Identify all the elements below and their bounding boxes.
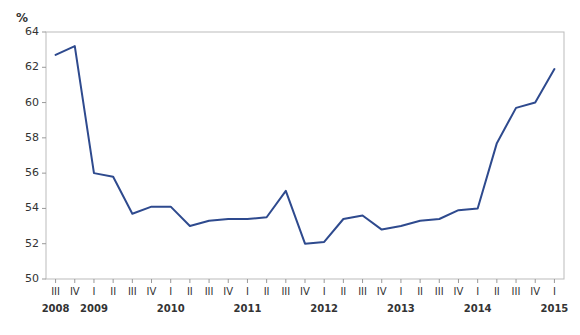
x-tick — [420, 279, 421, 283]
y-tick-label: 60 — [25, 96, 39, 109]
x-tick — [247, 279, 248, 283]
x-tick-label: III — [281, 286, 290, 297]
y-tick-label: 58 — [25, 131, 39, 144]
y-axis-label: % — [16, 11, 28, 25]
x-tick-label: II — [340, 286, 346, 297]
year-label: 2014 — [464, 303, 492, 314]
x-tick-label: II — [264, 286, 270, 297]
x-tick — [362, 279, 363, 283]
y-tick-label: 50 — [25, 272, 39, 285]
x-tick-label: IV — [147, 286, 157, 297]
x-tick-label: I — [323, 286, 326, 297]
x-tick-label: I — [399, 286, 402, 297]
x-tick-label: III — [358, 286, 367, 297]
x-tick — [324, 279, 325, 283]
x-tick — [400, 279, 401, 283]
year-label: 2015 — [540, 303, 568, 314]
x-tick — [554, 279, 555, 283]
x-tick-label: III — [435, 286, 444, 297]
x-tick-label: IV — [70, 286, 80, 297]
y-tick-label: 64 — [25, 25, 39, 38]
x-tick — [151, 279, 152, 283]
x-tick-label: I — [169, 286, 172, 297]
x-tick-label: I — [553, 286, 556, 297]
x-tick-label: II — [187, 286, 193, 297]
plot-frame — [46, 32, 564, 279]
x-tick — [266, 279, 267, 283]
x-tick — [189, 279, 190, 283]
y-tick — [42, 32, 46, 33]
x-tick-label: III — [512, 286, 521, 297]
x-tick-label: II — [417, 286, 423, 297]
x-tick — [209, 279, 210, 283]
x-tick-label: I — [476, 286, 479, 297]
year-label: 2013 — [387, 303, 415, 314]
y-tick-label: 54 — [25, 201, 39, 214]
x-tick — [285, 279, 286, 283]
x-tick-label: IV — [454, 286, 464, 297]
x-tick-label: II — [494, 286, 500, 297]
x-tick — [132, 279, 133, 283]
chart: 5052545658606264IIIIVIIIIIIIVIIIIIIIVIII… — [0, 0, 580, 335]
x-tick-label: I — [92, 286, 95, 297]
x-tick — [458, 279, 459, 283]
y-tick — [42, 137, 46, 138]
x-tick-label: I — [246, 286, 249, 297]
y-tick-label: 56 — [25, 166, 39, 179]
x-tick-label: IV — [530, 286, 540, 297]
x-tick — [381, 279, 382, 283]
year-label: 2011 — [234, 303, 262, 314]
y-tick — [42, 279, 46, 280]
x-tick — [170, 279, 171, 283]
x-tick — [477, 279, 478, 283]
x-tick — [113, 279, 114, 283]
chart-container: 5052545658606264IIIIVIIIIIIIVIIIIIIIVIII… — [0, 0, 580, 335]
y-tick-label: 62 — [25, 60, 39, 73]
x-tick — [228, 279, 229, 283]
data-line — [56, 46, 555, 244]
x-tick-label: III — [128, 286, 137, 297]
x-tick — [535, 279, 536, 283]
year-label: 2009 — [80, 303, 108, 314]
x-tick — [305, 279, 306, 283]
x-tick — [439, 279, 440, 283]
y-tick — [42, 173, 46, 174]
y-tick-label: 52 — [25, 237, 39, 250]
x-tick — [516, 279, 517, 283]
x-tick-label: IV — [377, 286, 387, 297]
x-tick — [343, 279, 344, 283]
x-tick-label: III — [51, 286, 60, 297]
x-tick-label: II — [110, 286, 116, 297]
year-label: 2010 — [157, 303, 185, 314]
x-tick — [74, 279, 75, 283]
y-tick — [42, 243, 46, 244]
y-tick — [42, 67, 46, 68]
y-tick — [42, 208, 46, 209]
x-tick — [496, 279, 497, 283]
plot-area — [56, 46, 555, 244]
year-label: 2008 — [42, 303, 70, 314]
y-tick — [42, 102, 46, 103]
x-tick-label: III — [205, 286, 214, 297]
year-label: 2012 — [310, 303, 338, 314]
x-tick-label: IV — [300, 286, 310, 297]
x-tick — [93, 279, 94, 283]
x-tick-label: IV — [223, 286, 233, 297]
x-tick — [55, 279, 56, 283]
